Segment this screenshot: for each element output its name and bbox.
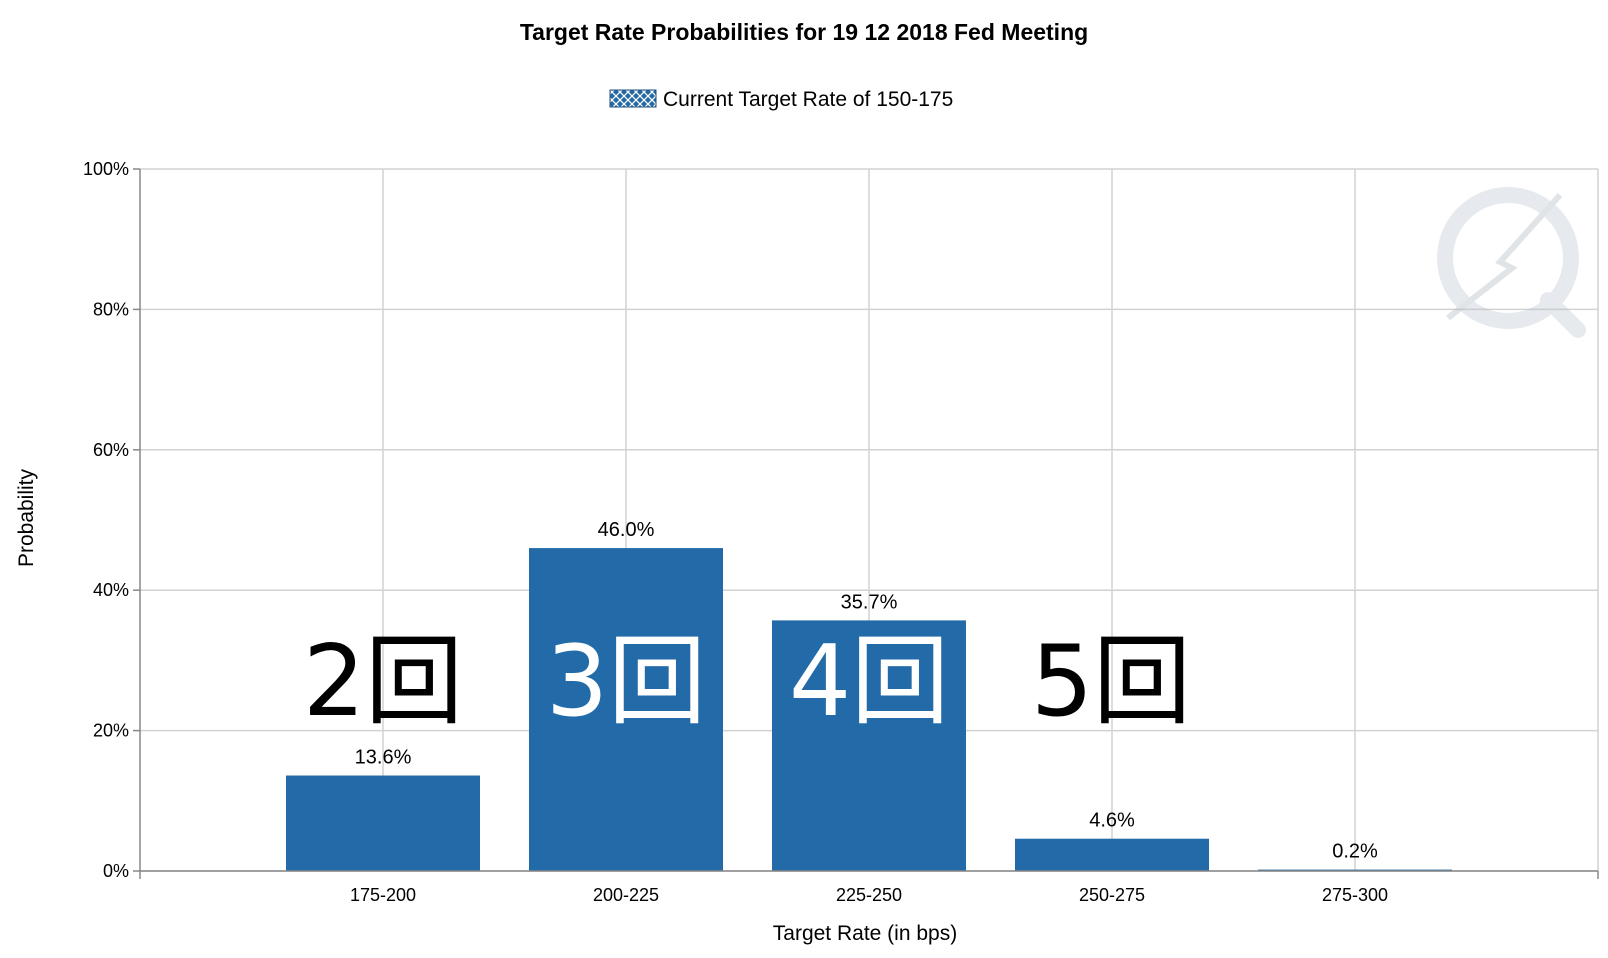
- watermark-logo: [1437, 187, 1586, 338]
- bars: [286, 548, 1452, 871]
- y-tick-label: 80%: [93, 299, 129, 319]
- y-tick-labels: 0% 20% 40% 60% 80% 100%: [83, 159, 129, 881]
- legend-entry: Current Target Rate of 150-175: [663, 88, 953, 111]
- y-axis-label: Probability: [15, 468, 38, 567]
- annotations: 2回 3回 4回 5回: [303, 625, 1191, 739]
- bar: [529, 548, 723, 871]
- data-labels: 13.6% 46.0% 35.7% 4.6% 0.2%: [355, 519, 1378, 863]
- x-axis-label: Target Rate (in bps): [773, 922, 957, 945]
- annotation-label: 4回: [789, 625, 949, 739]
- data-label: 46.0%: [598, 519, 655, 541]
- chart-title: Target Rate Probabilities for 19 12 2018…: [520, 19, 1088, 45]
- x-tick-label: 275-300: [1322, 885, 1388, 905]
- data-label: 0.2%: [1332, 841, 1378, 863]
- y-tick-label: 60%: [93, 440, 129, 460]
- annotation-label: 5回: [1031, 625, 1191, 739]
- x-tick-label: 175-200: [350, 885, 416, 905]
- data-label: 4.6%: [1089, 810, 1135, 832]
- y-tick-label: 40%: [93, 580, 129, 600]
- axes: [139, 169, 1599, 879]
- data-label: 13.6%: [355, 747, 412, 769]
- y-tick-label: 20%: [93, 721, 129, 741]
- annotation-label: 2回: [303, 625, 463, 739]
- y-tick-label: 0%: [103, 861, 129, 881]
- bar: [772, 620, 966, 871]
- y-tick-label: 100%: [83, 159, 129, 179]
- bar: [286, 775, 480, 871]
- x-tick-label: 225-250: [836, 885, 902, 905]
- x-tick-labels: 175-200 200-225 225-250 250-275 275-300: [350, 885, 1388, 905]
- data-label: 35.7%: [841, 591, 898, 613]
- x-tick-label: 250-275: [1079, 885, 1145, 905]
- x-tick-label: 200-225: [593, 885, 659, 905]
- bar: [1015, 838, 1209, 871]
- annotation-label: 3回: [546, 625, 706, 739]
- legend: Current Target Rate of 150-175: [609, 88, 953, 111]
- legend-swatch: [609, 89, 657, 108]
